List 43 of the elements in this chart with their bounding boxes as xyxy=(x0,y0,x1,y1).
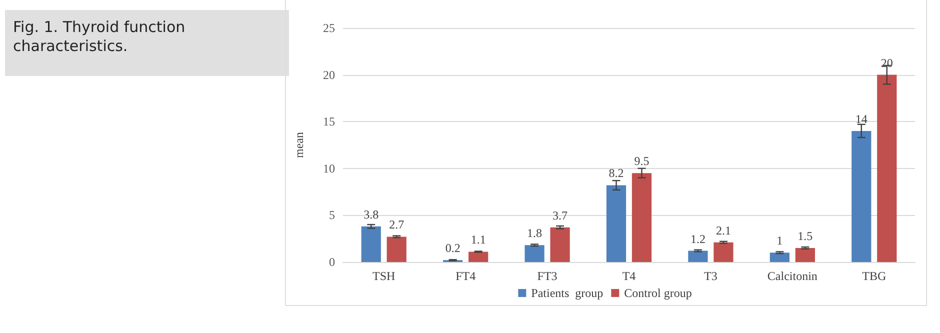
y-tick-label: 25 xyxy=(323,21,335,35)
bar xyxy=(688,250,708,262)
x-tick-label: T3 xyxy=(704,269,718,283)
data-label: 8.2 xyxy=(608,166,624,180)
text: Fig. 1. Thyroid function characteristics. xyxy=(5,10,289,76)
x-tick-label: FT3 xyxy=(537,269,558,283)
data-label: 1 xyxy=(776,234,783,248)
bar xyxy=(468,252,488,262)
bar xyxy=(714,242,734,262)
x-tick-label: T4 xyxy=(622,269,636,283)
data-label: 1.2 xyxy=(690,232,706,246)
bar xyxy=(795,248,815,262)
x-tick-label: FT4 xyxy=(456,269,476,283)
y-axis-title: mean xyxy=(292,132,306,158)
data-label: 14 xyxy=(855,112,868,126)
bar xyxy=(770,252,790,262)
data-label: 9.5 xyxy=(634,154,650,168)
data-label: 2.7 xyxy=(389,218,404,232)
bar xyxy=(606,185,626,262)
y-tick-label: 15 xyxy=(323,114,335,129)
data-label: 3.8 xyxy=(364,207,379,222)
x-tick-label: Calcitonin xyxy=(767,269,818,283)
y-tick-label: 0 xyxy=(329,255,335,269)
bar xyxy=(386,236,406,262)
data-label: 2.1 xyxy=(716,223,731,238)
data-label: 3.7 xyxy=(552,208,568,222)
bar xyxy=(632,173,652,262)
legend-label: Patients group xyxy=(531,286,604,300)
data-label: 1.8 xyxy=(527,226,542,240)
legend-label: Control group xyxy=(624,286,692,300)
bar xyxy=(852,130,872,262)
data-label: 1.1 xyxy=(470,232,486,247)
y-tick-label: 20 xyxy=(323,68,335,82)
bar xyxy=(877,74,897,262)
data-label: 1.5 xyxy=(798,228,813,243)
x-tick-label: TSH xyxy=(372,269,396,283)
bar xyxy=(550,227,570,262)
data-label: 0.2 xyxy=(445,241,460,256)
y-tick-label: 10 xyxy=(323,161,335,176)
bar xyxy=(361,226,381,262)
y-tick-label: 5 xyxy=(329,208,335,222)
x-tick-label: TBG xyxy=(862,269,886,283)
bar xyxy=(524,245,544,262)
